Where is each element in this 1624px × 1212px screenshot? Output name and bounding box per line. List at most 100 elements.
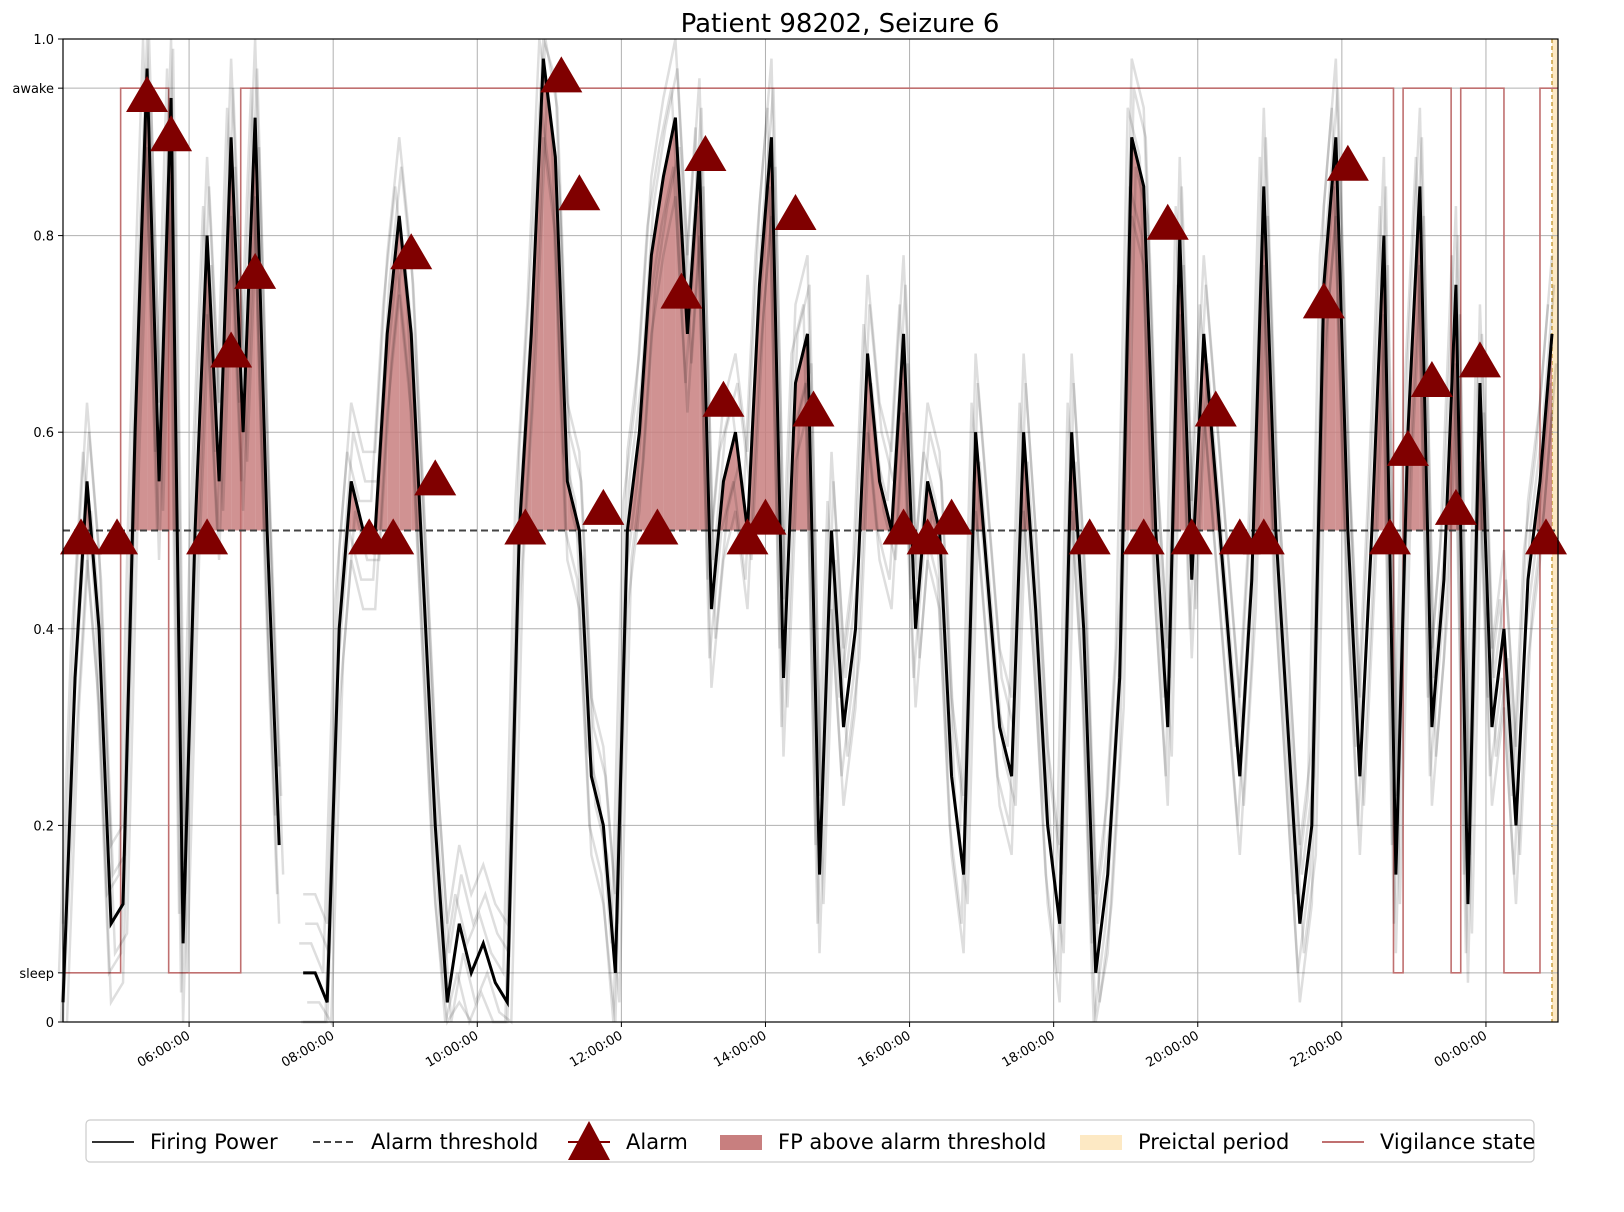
vigilance-label-sleep: sleep (19, 967, 54, 982)
fp-fill-segment (795, 333, 808, 531)
legend-item: Alarm threshold (313, 1130, 538, 1154)
x-tick-label: 00:00:00 (1432, 1028, 1490, 1070)
firing-power-ensemble-line (299, 38, 1550, 978)
alarm-marker (684, 134, 727, 171)
alarm-marker (210, 331, 253, 368)
alarm-marker (390, 233, 433, 270)
legend-item: Firing Power (92, 1130, 278, 1154)
fp-fill-segment (675, 117, 688, 531)
alarm-marker (1410, 361, 1453, 398)
legend-item: Vigilance state (1322, 1130, 1535, 1154)
fp-fill-segment (759, 137, 772, 531)
alarm-marker (726, 518, 769, 555)
alarm-marker (1170, 518, 1213, 555)
legend-swatch-alarm (568, 1121, 610, 1160)
alarm-marker (1242, 518, 1285, 555)
alarm-marker (60, 518, 103, 555)
alarm-marker (150, 115, 193, 152)
fp-fill-segment (651, 176, 664, 531)
y-tick-label: 0.2 (33, 819, 54, 834)
fp-fill-segment (531, 58, 544, 531)
alarm-marker (1524, 518, 1567, 555)
y-tick-label: 0.6 (33, 426, 54, 441)
firing-power-series (61, 68, 281, 1003)
fp-fill-segment (687, 156, 700, 531)
alarm-marker (1458, 341, 1501, 378)
alarm-marker (792, 390, 835, 427)
fp-fill-segment (399, 215, 412, 531)
legend-label: Preictal period (1138, 1130, 1289, 1154)
fp-fill-segment (723, 432, 736, 531)
vigilance-label-awake: awake (12, 82, 54, 97)
plot-frame (62, 38, 1559, 1023)
alarm-marker (774, 193, 817, 230)
legend-label: Vigilance state (1380, 1130, 1535, 1154)
legend-item: Alarm (568, 1121, 688, 1160)
alarm-marker (1368, 518, 1411, 555)
x-tick-label: 06:00:00 (135, 1028, 193, 1070)
legend-item: FP above alarm threshold (720, 1130, 1046, 1154)
legend-label: Firing Power (150, 1130, 278, 1154)
alarm-marker (1146, 203, 1189, 240)
alarm-marker (186, 518, 229, 555)
fp-fill-segment (1323, 137, 1336, 531)
legend-item: Preictal period (1080, 1130, 1289, 1154)
alarm-marker (414, 459, 457, 496)
fp-fill-segment (387, 215, 400, 531)
firing-power-series (303, 58, 1554, 1008)
x-tick-label: 20:00:00 (1144, 1028, 1202, 1070)
alarm-marker (126, 75, 169, 112)
fp-fill-segment (543, 58, 556, 531)
legend-swatch-preictal (1080, 1135, 1122, 1150)
alarm-marker (882, 508, 925, 545)
alarm-marker (1194, 390, 1237, 427)
alarm-markers (60, 56, 1567, 555)
alarm-marker (660, 272, 703, 309)
x-tick-label: 08:00:00 (279, 1028, 337, 1070)
x-tick-label: 10:00:00 (423, 1028, 481, 1070)
legend-label: FP above alarm threshold (778, 1130, 1046, 1154)
y-tick-label: 0 (46, 1016, 54, 1031)
fp-fill-segment (639, 255, 652, 531)
y-tick-label: 0.8 (33, 230, 54, 245)
legend-swatch-fill (720, 1135, 762, 1150)
chart-title: Patient 98202, Seizure 6 (681, 9, 1000, 39)
alarm-marker (702, 380, 745, 417)
alarm-marker (744, 498, 787, 535)
legend: Firing Power Alarm threshold Alarm FP above… (85, 1119, 1535, 1163)
legend-label: Alarm (626, 1130, 688, 1154)
alarm-marker (96, 518, 139, 555)
alarm-marker (540, 56, 583, 93)
vigilance-state-path (63, 87, 1558, 974)
alarm-marker (1122, 518, 1165, 555)
alarm-marker (582, 488, 625, 525)
x-tick-label: 18:00:00 (1000, 1028, 1058, 1070)
alarm-marker (1302, 282, 1345, 319)
y-tick-label: 1.0 (33, 33, 54, 48)
legend-box (85, 1119, 1535, 1163)
firing-power-ensemble-line (303, 38, 1554, 928)
alarm-marker (504, 508, 547, 545)
vigilance-state-line (63, 87, 1558, 974)
legend-label: Alarm threshold (371, 1130, 538, 1154)
alarm-marker (1068, 518, 1111, 555)
alarm-marker (1434, 488, 1477, 525)
x-axis-ticks: 06:00:00 08:00:00 10:00:00 12:00:00 14:00:00… (135, 1022, 1490, 1071)
y-tick-label: 0.4 (33, 623, 54, 638)
alarm-marker (372, 518, 415, 555)
x-tick-label: 14:00:00 (711, 1028, 769, 1070)
x-tick-label: 12:00:00 (567, 1028, 625, 1070)
x-tick-label: 22:00:00 (1288, 1028, 1346, 1070)
firing-power-ensemble-line (307, 87, 1558, 1027)
alarm-marker (234, 252, 277, 289)
alarm-marker (636, 508, 679, 545)
alarm-marker (1326, 144, 1369, 181)
x-tick-label: 16:00:00 (855, 1028, 913, 1070)
firing-power-ensemble-line (57, 38, 277, 973)
alarm-marker (1386, 429, 1429, 466)
fp-fill-segment (1131, 137, 1144, 531)
fp-fill-segment (663, 117, 676, 531)
alarm-marker (558, 174, 601, 211)
alarm-marker (930, 498, 973, 535)
